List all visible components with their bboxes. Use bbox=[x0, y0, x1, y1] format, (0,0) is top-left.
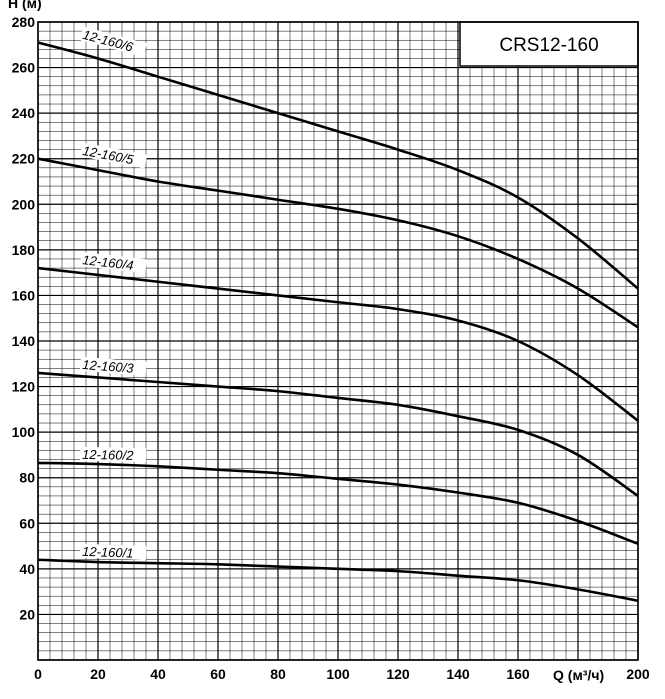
y-tick-label: 220 bbox=[12, 151, 36, 167]
series-label-bg bbox=[79, 26, 147, 57]
title-box-frame bbox=[459, 21, 639, 67]
x-tick-label: 20 bbox=[90, 666, 106, 682]
y-tick-label: 240 bbox=[12, 105, 36, 121]
y-tick-label: 280 bbox=[12, 14, 36, 30]
series-label: 12-160/4 bbox=[82, 252, 135, 273]
y-tick-label: 100 bbox=[12, 424, 36, 440]
series-label: 12-160/1 bbox=[82, 544, 134, 561]
series-label-bg bbox=[79, 142, 148, 169]
x-tick-label: 120 bbox=[386, 666, 410, 682]
plot-frame bbox=[37, 21, 639, 661]
y-tick-label: 120 bbox=[12, 379, 36, 395]
y-tick-label: 60 bbox=[19, 515, 35, 531]
y-axis-label: H (м) bbox=[8, 0, 42, 11]
chart-title: CRS12-160 bbox=[499, 35, 598, 56]
y-tick-label: 200 bbox=[12, 196, 36, 212]
y-tick-label: 80 bbox=[19, 470, 35, 486]
x-tick-label: 100 bbox=[326, 666, 350, 682]
x-tick-label: 160 bbox=[506, 666, 530, 682]
series-line-4 bbox=[37, 371, 639, 498]
x-tick-label: 200 bbox=[626, 666, 650, 682]
series-line-2 bbox=[37, 157, 639, 329]
x-tick-label: 0 bbox=[34, 666, 42, 682]
x-tick-labels: 0 20 40 60 80 100 120 140 160 200 bbox=[34, 666, 650, 682]
x-axis-label: Q (м³/ч) bbox=[553, 667, 604, 683]
series-label-bg bbox=[79, 356, 147, 376]
series-label: 12-160/2 bbox=[82, 447, 134, 463]
series-label: 12-160/3 bbox=[82, 357, 135, 376]
series-line-5 bbox=[37, 461, 639, 546]
y-tick-label: 180 bbox=[12, 242, 36, 258]
series-group bbox=[37, 41, 639, 603]
title-box: CRS12-160 bbox=[459, 21, 639, 67]
major-grid bbox=[37, 21, 639, 661]
y-tick-label: 40 bbox=[19, 561, 35, 577]
y-tick-label: 160 bbox=[12, 287, 36, 303]
series-line-6 bbox=[37, 558, 639, 603]
y-tick-label: 260 bbox=[12, 60, 36, 76]
x-tick-label: 60 bbox=[210, 666, 226, 682]
y-tick-label: 140 bbox=[12, 333, 36, 349]
y-tick-labels: 20 40 60 80 100 120 140 160 180 200 220 240 260 280 bbox=[12, 14, 36, 622]
y-tick-label: 20 bbox=[19, 606, 35, 622]
x-tick-label: 80 bbox=[270, 666, 286, 682]
series-label: 12-160/5 bbox=[81, 143, 135, 167]
series-line-1 bbox=[37, 41, 639, 290]
x-tick-label: 40 bbox=[150, 666, 166, 682]
series-label-bg bbox=[79, 543, 147, 561]
series-label-bg bbox=[79, 446, 147, 463]
series-labels: 12-160/612-160/512-160/412-160/312-160/2… bbox=[79, 26, 148, 561]
series-line-3 bbox=[37, 266, 639, 422]
series-label-bg bbox=[79, 251, 147, 274]
x-tick-label: 140 bbox=[446, 666, 470, 682]
